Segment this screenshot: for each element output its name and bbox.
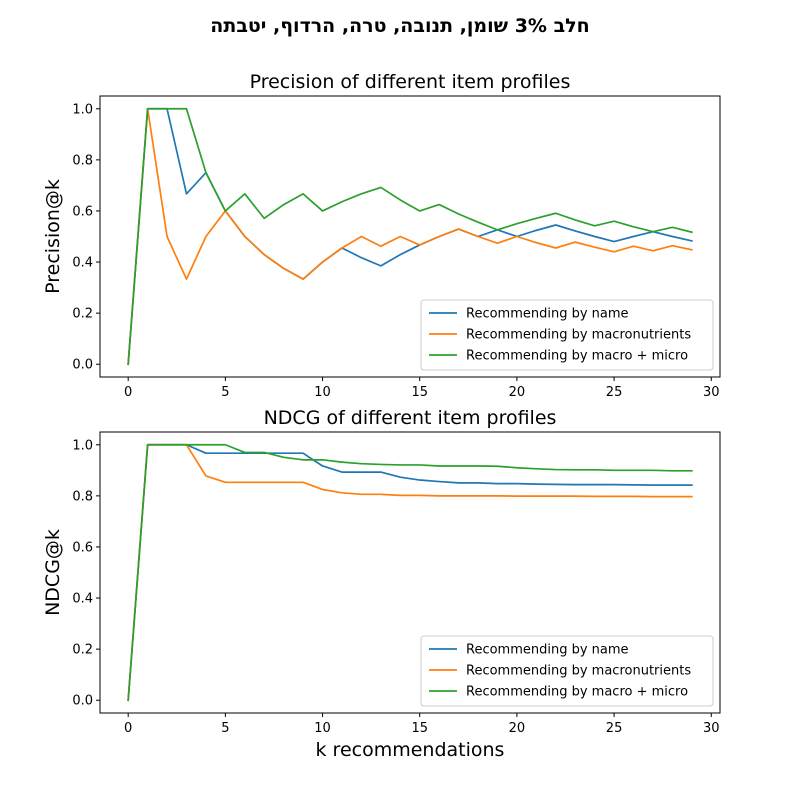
x-tick-label: 25 bbox=[606, 721, 623, 736]
x-tick-label: 0 bbox=[124, 385, 132, 400]
y-tick-label: 1.0 bbox=[72, 438, 93, 453]
y-tick-label: 0.0 bbox=[72, 358, 93, 373]
chart-title: Precision of different item profiles bbox=[250, 71, 571, 93]
x-tick-label: 0 bbox=[124, 721, 132, 736]
x-tick-label: 10 bbox=[314, 721, 331, 736]
y-tick-label: 1.0 bbox=[72, 102, 93, 117]
y-tick-label: 0.6 bbox=[72, 540, 93, 555]
legend-entry-2: Recommending by macronutrients bbox=[466, 664, 691, 679]
y-tick-label: 0.8 bbox=[72, 153, 93, 168]
legend-box bbox=[420, 299, 714, 371]
y-tick-label: 0.4 bbox=[72, 592, 93, 607]
x-tick-label: 30 bbox=[703, 721, 720, 736]
x-tick-label: 20 bbox=[509, 721, 526, 736]
y-tick-label: 0.0 bbox=[72, 694, 93, 709]
series-line-2 bbox=[127, 443, 693, 702]
chart-panel-2: NDCG of different item profiles 0 5 10 15 20 2… bbox=[42, 407, 721, 761]
x-tick-label: 25 bbox=[606, 385, 623, 400]
x-axis-label: k recommendations bbox=[316, 739, 505, 761]
x-tick-label: 30 bbox=[703, 385, 720, 400]
figure-suptitle: חלב 3% שומן, תנובה, טרה, הרדוף, יטבתה bbox=[210, 15, 589, 37]
x-tick-label: 15 bbox=[411, 721, 428, 736]
legend: Recommending by name Recommending by macr… bbox=[420, 635, 714, 707]
series-line-3 bbox=[127, 443, 693, 702]
y-tick-label: 0.2 bbox=[72, 643, 93, 658]
x-tick-label: 5 bbox=[221, 385, 229, 400]
y-axis-label: NDCG@k bbox=[42, 529, 64, 616]
legend-entry-1: Recommending by name bbox=[466, 643, 629, 658]
x-tick-label: 5 bbox=[221, 721, 229, 736]
plots-group: Precision of different item profiles 0 5 10… bbox=[42, 71, 721, 761]
y-tick-label: 0.8 bbox=[72, 489, 93, 504]
axes-frame bbox=[99, 95, 721, 378]
legend-entry-3: Recommending by macro + micro bbox=[466, 349, 688, 364]
legend-entry-1: Recommending by name bbox=[466, 307, 629, 322]
y-tick-label: 0.2 bbox=[72, 307, 93, 322]
series-line-3 bbox=[127, 107, 693, 366]
y-axis-label: Precision@k bbox=[42, 179, 64, 294]
y-tick-label: 0.6 bbox=[72, 204, 93, 219]
chart-title: NDCG of different item profiles bbox=[264, 407, 557, 429]
x-tick-label: 10 bbox=[314, 385, 331, 400]
y-tick-label: 0.4 bbox=[72, 256, 93, 271]
legend: Recommending by name Recommending by macr… bbox=[420, 299, 714, 371]
x-tick-label: 15 bbox=[411, 385, 428, 400]
chart-panel-1: Precision of different item profiles 0 5 10… bbox=[42, 71, 721, 400]
legend-entry-3: Recommending by macro + micro bbox=[466, 685, 688, 700]
series-line-2 bbox=[127, 107, 693, 366]
series-line-1 bbox=[127, 443, 693, 702]
axes-frame bbox=[99, 431, 721, 714]
x-tick-label: 20 bbox=[509, 385, 526, 400]
legend-box bbox=[420, 635, 714, 707]
legend-entry-2: Recommending by macronutrients bbox=[466, 328, 691, 343]
